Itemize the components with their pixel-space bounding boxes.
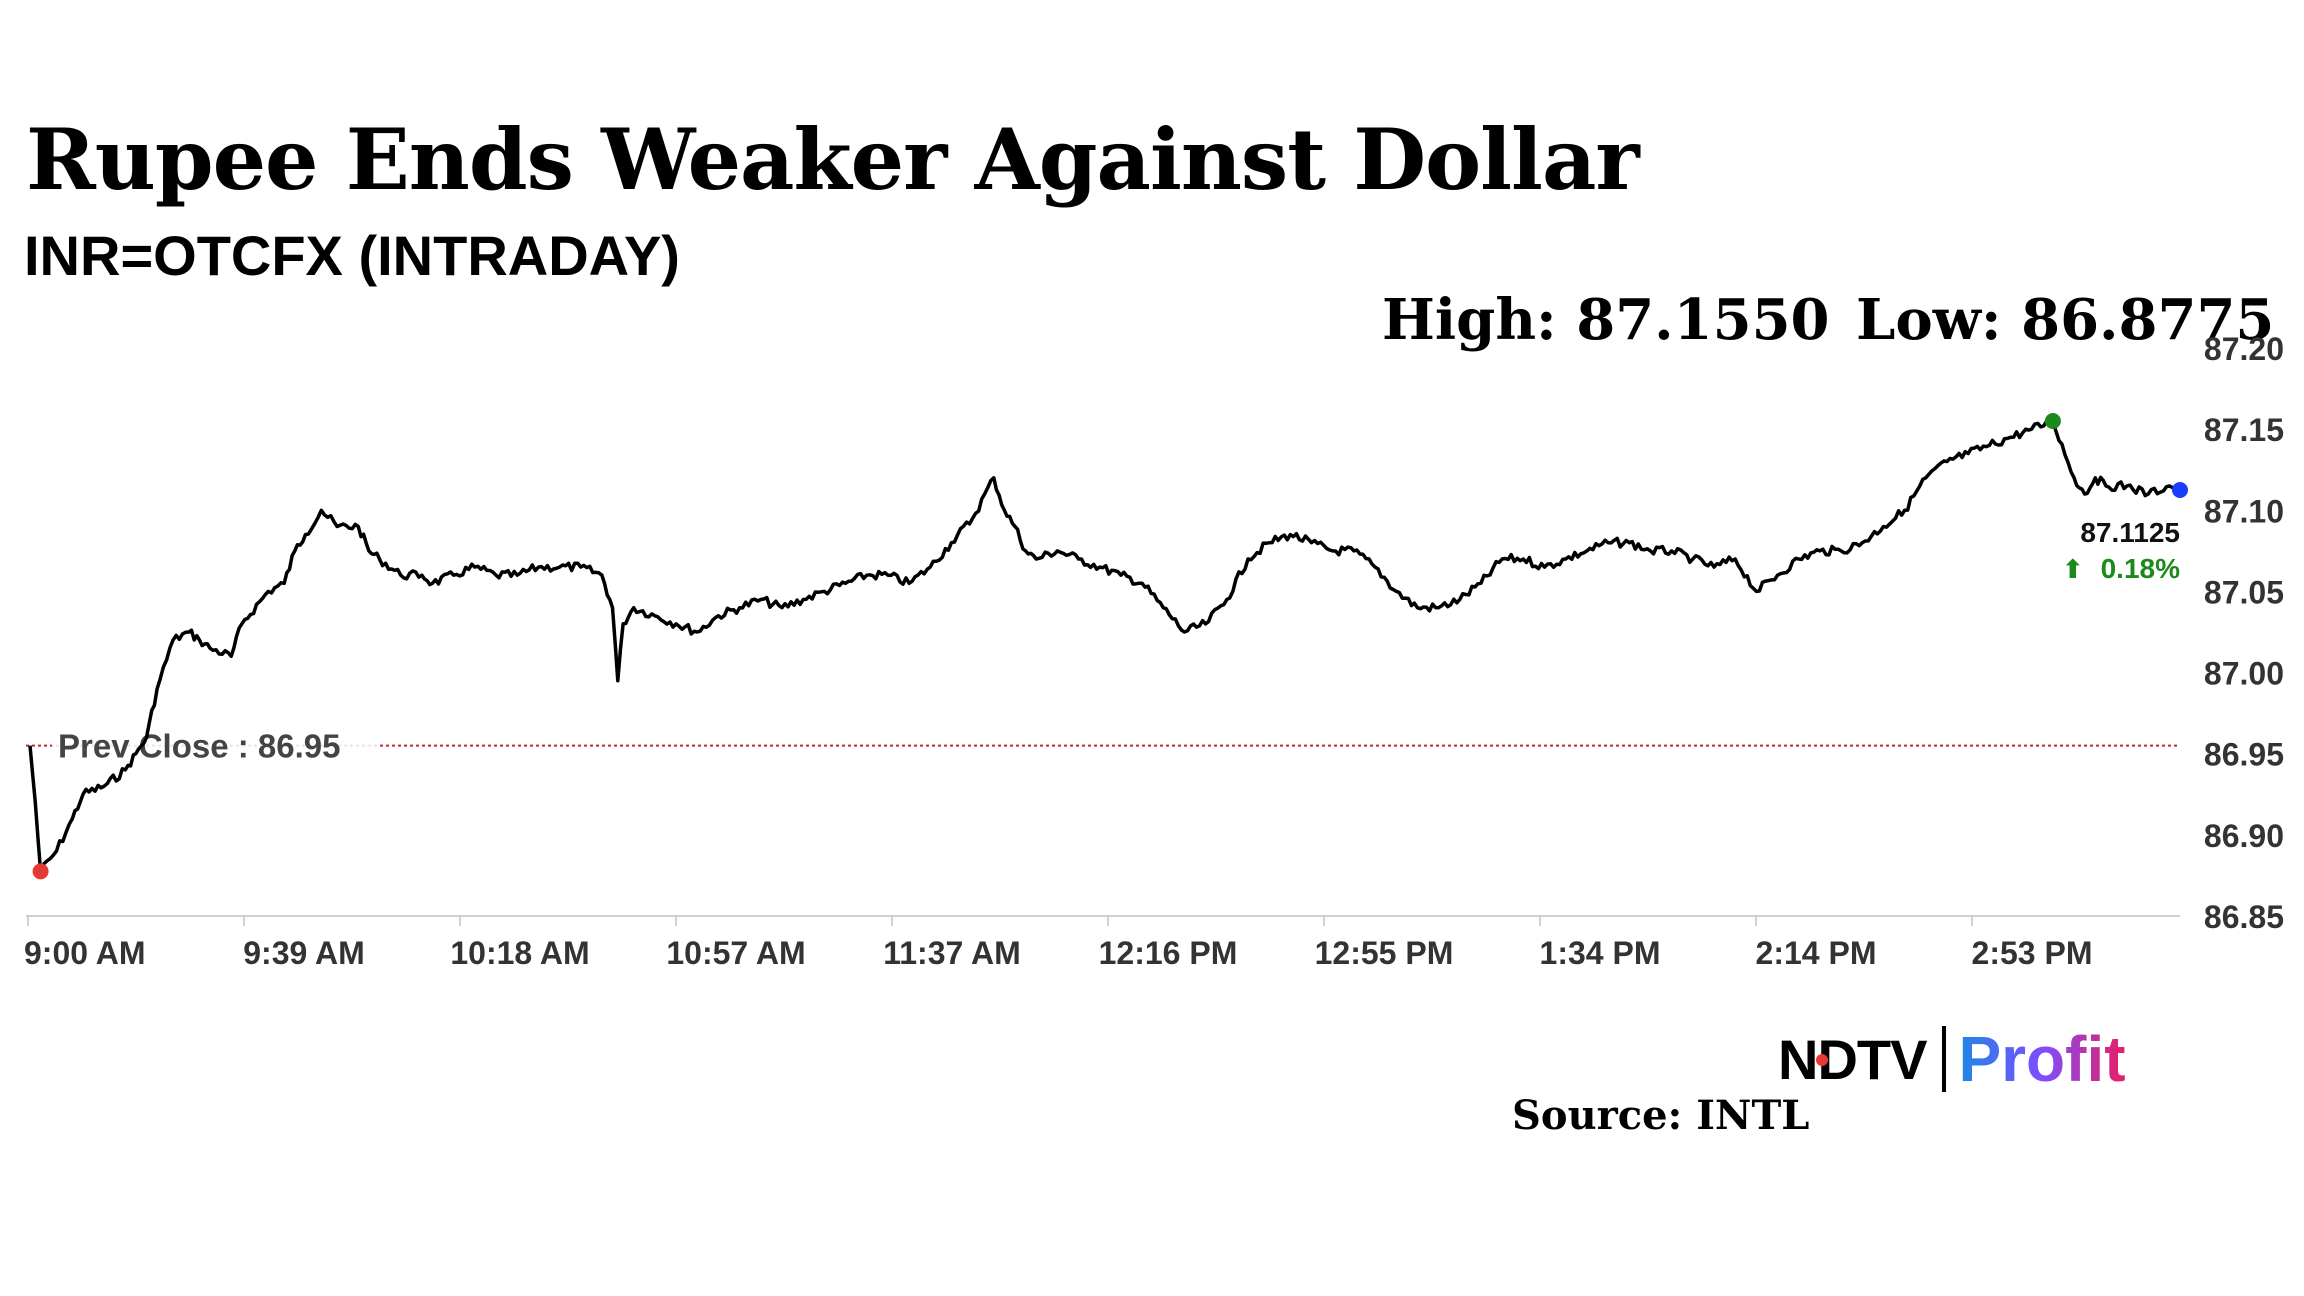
up-arrow-icon: ⬆ bbox=[2062, 554, 2084, 584]
low-value: Low: 86.8775 bbox=[1856, 287, 2275, 353]
x-tick-label: 10:18 AM bbox=[450, 935, 589, 971]
x-axis: 9:00 AM 9:39 AM 10:18 AM 10:57 AM 11:37 AM 12… bbox=[24, 915, 2180, 971]
y-tick-label: 87.00 bbox=[2204, 656, 2284, 692]
y-tick-label: 86.95 bbox=[2204, 737, 2284, 773]
brand-logo: NDTV Profit bbox=[1778, 1022, 2126, 1095]
y-tick-label: 87.15 bbox=[2204, 412, 2284, 448]
x-tick-label: 12:55 PM bbox=[1315, 935, 1454, 971]
y-axis: 87.20 87.15 87.10 87.05 87.00 86.95 86.90 86.85 bbox=[2204, 331, 2284, 935]
y-tick-label: 87.20 bbox=[2204, 331, 2284, 367]
ndtv-red-dot-icon bbox=[1816, 1054, 1828, 1066]
logo-divider bbox=[1942, 1026, 1947, 1092]
x-tick-label: 2:14 PM bbox=[1756, 935, 1877, 971]
x-tick-label: 10:57 AM bbox=[666, 935, 805, 971]
prev-close-label-bg bbox=[52, 721, 378, 766]
y-tick-label: 86.85 bbox=[2204, 899, 2284, 935]
chart-subtitle: INR=OTCFX (INTRADAY) bbox=[24, 224, 680, 287]
prev-close-label: Prev Close : 86.95 bbox=[58, 728, 341, 765]
ndtv-logo: NDTV bbox=[1778, 1027, 1927, 1091]
y-tick-label: 87.10 bbox=[2204, 493, 2284, 529]
x-tick-label: 12:16 PM bbox=[1099, 935, 1238, 971]
x-tick-label: 9:39 AM bbox=[243, 935, 365, 971]
last-marker bbox=[2172, 482, 2188, 498]
last-value-label: 87.1125 bbox=[2080, 517, 2180, 548]
profit-logo: Profit bbox=[1958, 1023, 2126, 1095]
x-tick-label: 1:34 PM bbox=[1540, 935, 1661, 971]
series-line bbox=[28, 418, 2182, 874]
chart-title: Rupee Ends Weaker Against Dollar bbox=[26, 110, 1640, 209]
markers bbox=[32, 413, 2188, 880]
high-marker bbox=[2044, 413, 2061, 430]
source-note: Source: INTL bbox=[1512, 1092, 1810, 1139]
y-tick-label: 87.05 bbox=[2204, 574, 2284, 610]
x-tick-label: 2:53 PM bbox=[1972, 935, 2093, 971]
x-tick-label: 9:00 AM bbox=[24, 935, 146, 971]
low-marker bbox=[32, 863, 49, 880]
high-value: High: 87.1550 bbox=[1382, 287, 1830, 353]
y-tick-label: 86.90 bbox=[2204, 818, 2284, 854]
last-change-label: 0.18% bbox=[2101, 553, 2180, 584]
x-tick-label: 11:37 AM bbox=[883, 935, 1021, 971]
